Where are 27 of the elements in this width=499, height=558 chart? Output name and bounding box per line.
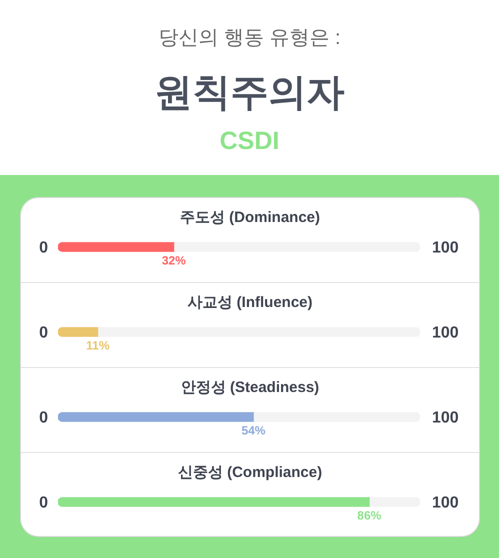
bar bbox=[253, 412, 420, 422]
text: 0 bbox=[39, 494, 48, 512]
text: 100 bbox=[432, 494, 459, 512]
bar bbox=[97, 327, 420, 337]
bar bbox=[368, 497, 420, 507]
y-tick-label: 안정성 (Steadiness) bbox=[180, 379, 320, 396]
text: 100 bbox=[432, 324, 459, 342]
y-tick-label: 주도성 (Dominance) bbox=[180, 209, 320, 226]
bar bbox=[174, 242, 420, 252]
chart-subtitle: CSDI bbox=[218, 126, 280, 157]
data-label: 32% bbox=[162, 253, 186, 268]
text: 100 bbox=[432, 239, 459, 256]
y-tick-label: 사교성 (Influence) bbox=[187, 294, 313, 312]
bar bbox=[58, 327, 98, 337]
bar bbox=[58, 242, 174, 252]
y-tick-label: 신중성 (Compliance) bbox=[178, 464, 322, 482]
text: 0 bbox=[39, 409, 48, 426]
data-label: 11% bbox=[86, 338, 110, 352]
text: 당신의 행동 유형은 : bbox=[157, 26, 342, 51]
text: 0 bbox=[39, 239, 48, 256]
data-label: 86% bbox=[357, 508, 382, 522]
bar bbox=[58, 412, 254, 422]
text: 0 bbox=[39, 324, 48, 342]
data-label: 54% bbox=[241, 423, 266, 438]
bar bbox=[58, 497, 370, 507]
chart-title: 원칙주의자 bbox=[154, 71, 346, 116]
text: 100 bbox=[432, 409, 459, 426]
